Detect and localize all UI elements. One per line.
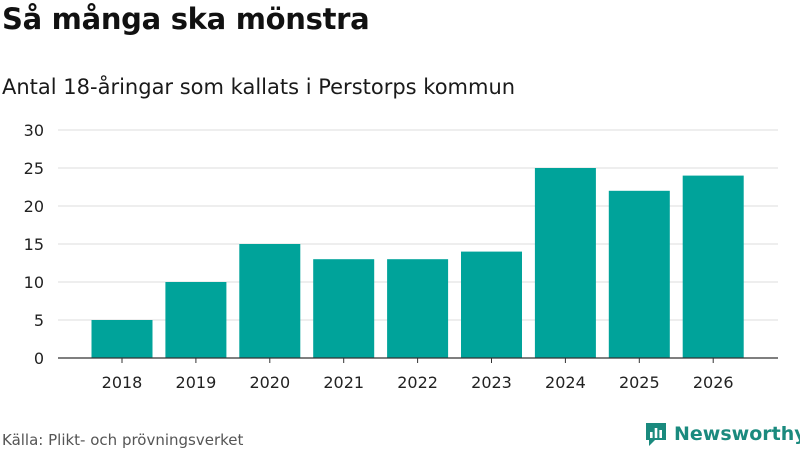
y-tick-label: 5 bbox=[34, 311, 44, 330]
brand-name: Newsworthy bbox=[674, 423, 800, 445]
bar bbox=[534, 168, 596, 358]
bar bbox=[682, 175, 744, 358]
y-tick-label: 25 bbox=[24, 159, 44, 178]
x-tick-label: 2019 bbox=[176, 373, 217, 392]
y-tick-label: 10 bbox=[24, 273, 44, 292]
x-tick-label: 2026 bbox=[693, 373, 734, 392]
x-tick-label: 2025 bbox=[619, 373, 660, 392]
bar bbox=[313, 259, 375, 358]
bar bbox=[608, 190, 670, 358]
x-tick-label: 2024 bbox=[545, 373, 586, 392]
y-tick-label: 15 bbox=[24, 235, 44, 254]
bar bbox=[387, 259, 449, 358]
x-tick-label: 2021 bbox=[323, 373, 364, 392]
x-tick-label: 2022 bbox=[397, 373, 438, 392]
source-note: Källa: Plikt- och prövningsverket bbox=[2, 431, 244, 449]
brand-logo: Newsworthy bbox=[644, 421, 800, 447]
y-tick-label: 0 bbox=[34, 349, 44, 368]
chart-subtitle: Antal 18-åringar som kallats i Perstorps… bbox=[2, 75, 516, 99]
y-tick-label: 30 bbox=[24, 121, 44, 140]
bar bbox=[165, 282, 227, 358]
x-tick-label: 2020 bbox=[249, 373, 290, 392]
x-tick-label: 2018 bbox=[102, 373, 143, 392]
y-tick-label: 20 bbox=[24, 197, 44, 216]
bar bbox=[91, 320, 153, 358]
newsworthy-logo-icon bbox=[646, 423, 666, 446]
chart-title: Så många ska mönstra bbox=[2, 2, 370, 36]
bar bbox=[461, 251, 522, 358]
bar bbox=[239, 244, 301, 358]
x-tick-label: 2023 bbox=[471, 373, 512, 392]
